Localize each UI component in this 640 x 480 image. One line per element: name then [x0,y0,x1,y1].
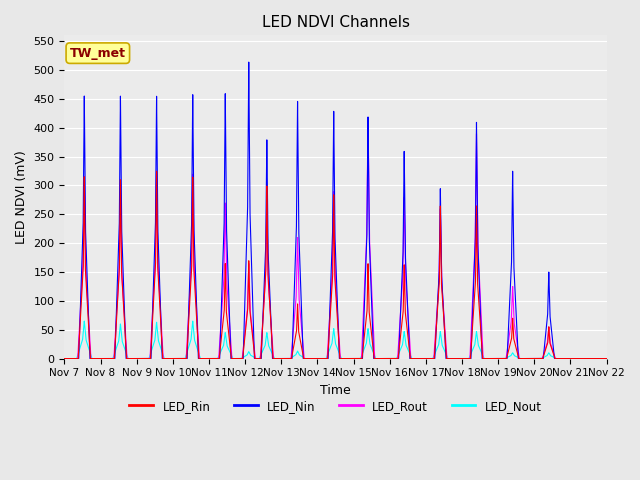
Y-axis label: LED NDVI (mV): LED NDVI (mV) [15,150,28,244]
X-axis label: Time: Time [320,384,351,397]
Title: LED NDVI Channels: LED NDVI Channels [262,15,410,30]
Legend: LED_Rin, LED_Nin, LED_Rout, LED_Nout: LED_Rin, LED_Nin, LED_Rout, LED_Nout [125,395,547,417]
Text: TW_met: TW_met [70,47,126,60]
